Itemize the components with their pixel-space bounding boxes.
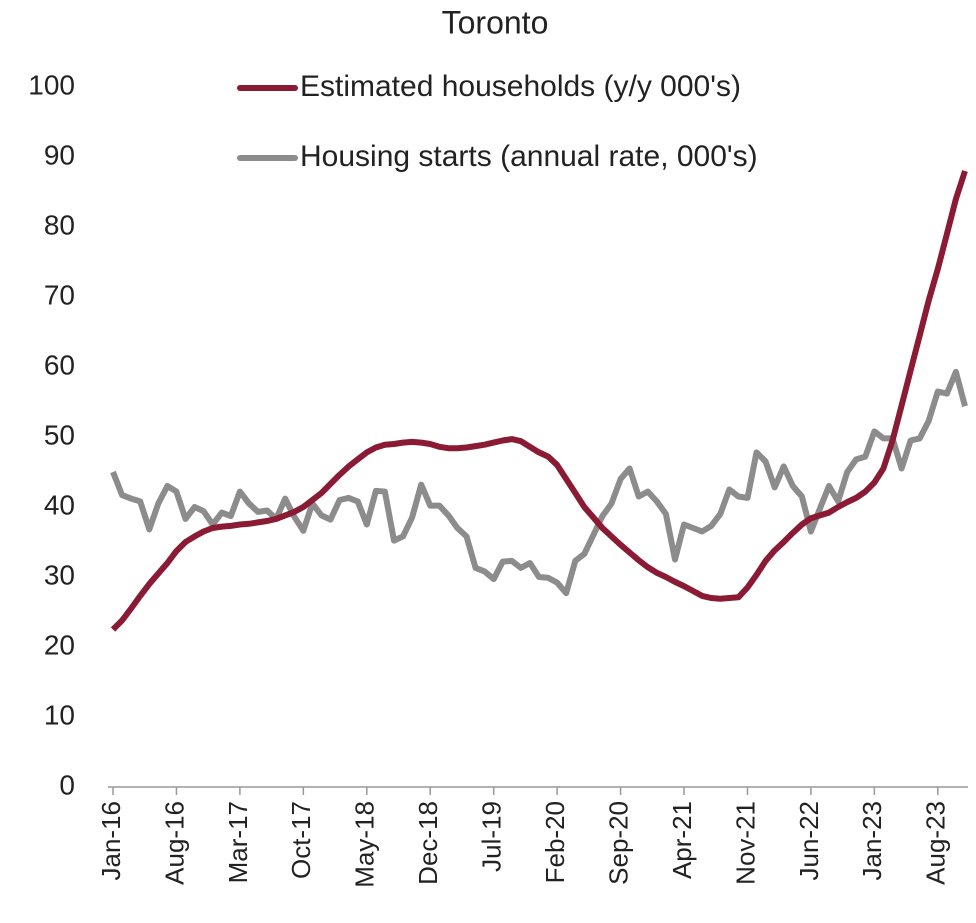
series-line	[110, 368, 968, 597]
x-tick-label: Jan-16	[96, 801, 126, 881]
x-tick-label: May-18	[350, 801, 380, 888]
y-tick-label: 90	[44, 139, 75, 170]
x-tick-label: Oct-17	[286, 801, 316, 879]
y-tick-label: 20	[44, 629, 75, 660]
x-tick-label: Feb-20	[540, 801, 570, 883]
chart-title: Toronto	[442, 4, 549, 40]
legend-label: Housing starts (annual rate, 000's)	[300, 140, 758, 173]
y-tick-label: 10	[44, 699, 75, 730]
y-tick-label: 70	[44, 279, 75, 310]
x-tick-label: Apr-21	[667, 801, 697, 879]
series-line	[110, 170, 968, 632]
x-tick-label: Jan-23	[857, 801, 887, 881]
x-tick-label: Jul-19	[477, 801, 507, 872]
y-tick-label: 30	[44, 559, 75, 590]
legend-label: Estimated households (y/y 000's)	[300, 70, 741, 103]
y-tick-label: 50	[44, 419, 75, 450]
y-tick-label: 60	[44, 349, 75, 380]
x-tick-label: Mar-17	[223, 801, 253, 883]
y-tick-label: 40	[44, 489, 75, 520]
x-tick-label: Aug-16	[159, 801, 189, 885]
y-tick-label: 0	[59, 769, 75, 800]
x-tick-label: Nov-21	[730, 801, 760, 885]
x-tick-label: Aug-23	[921, 801, 951, 885]
x-tick-label: Sep-20	[603, 801, 633, 885]
x-tick-label: Dec-18	[413, 801, 443, 885]
x-tick-label: Jun-22	[794, 801, 824, 881]
y-tick-label: 80	[44, 209, 75, 240]
y-tick-label: 100	[28, 69, 75, 100]
